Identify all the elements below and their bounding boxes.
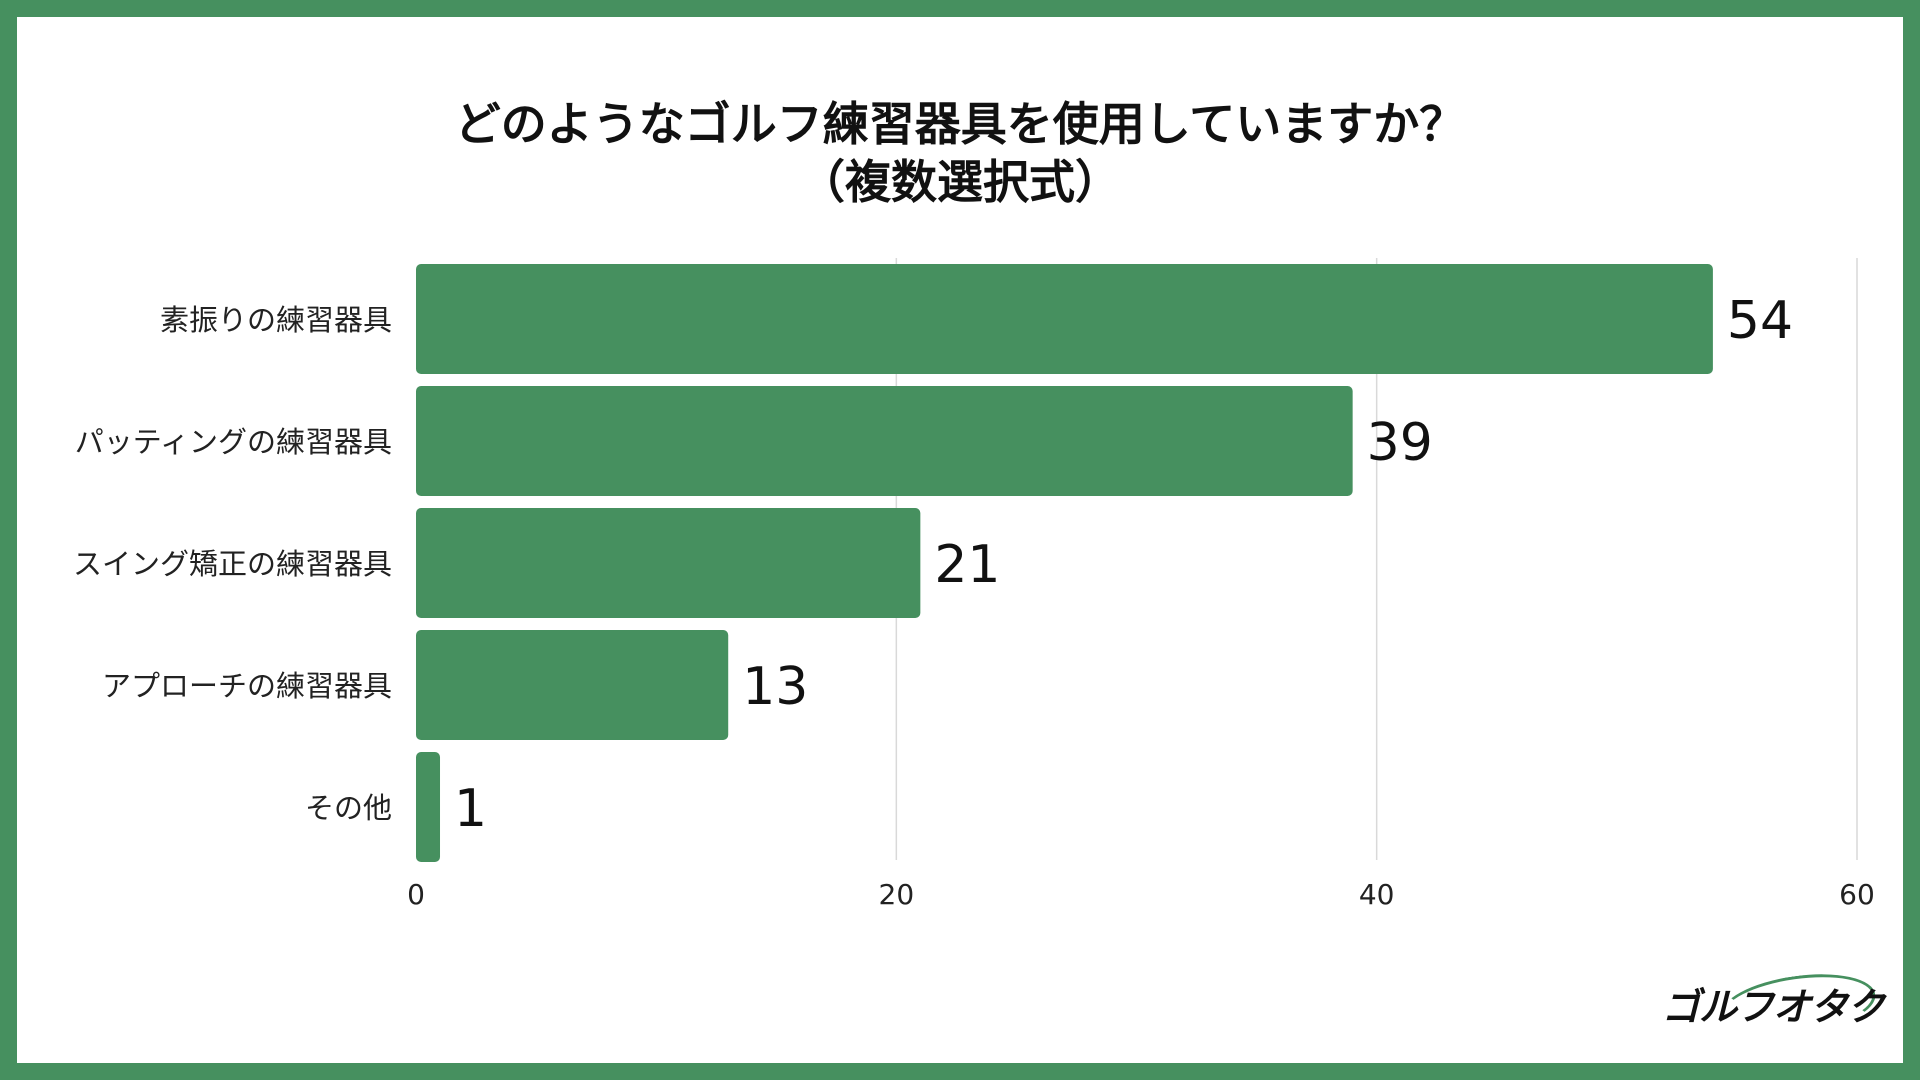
bar	[416, 264, 1713, 374]
data-label: 13	[742, 657, 808, 717]
bar	[416, 630, 729, 740]
chart-title-block: どのようなゴルフ練習器具を使用していますか？ （複数選択式）	[0, 95, 1920, 211]
chart-subtitle: （複数選択式）	[799, 155, 1121, 209]
data-label: 1	[454, 779, 487, 839]
x-tick-label: 40	[1359, 878, 1395, 911]
bar	[416, 386, 1353, 496]
x-tick-label: 60	[1839, 878, 1875, 911]
x-tick-label: 20	[879, 878, 915, 911]
brand-logo: ゴルフオタク	[1662, 985, 1885, 1029]
chart-card	[17, 17, 1903, 1063]
data-label: 54	[1727, 291, 1793, 351]
x-tick-label: 0	[407, 878, 425, 911]
category-label: スイング矯正の練習器具	[73, 547, 392, 581]
data-label: 21	[934, 535, 1000, 595]
data-label: 39	[1367, 413, 1433, 473]
category-label: アプローチの練習器具	[102, 669, 392, 703]
category-label: パッティングの練習器具	[75, 425, 392, 459]
category-label: その他	[305, 791, 392, 825]
bar	[416, 752, 441, 862]
chart-title: どのようなゴルフ練習器具を使用していますか？	[454, 97, 1466, 151]
category-label: 素振りの練習器具	[160, 303, 392, 337]
bar	[416, 508, 921, 618]
